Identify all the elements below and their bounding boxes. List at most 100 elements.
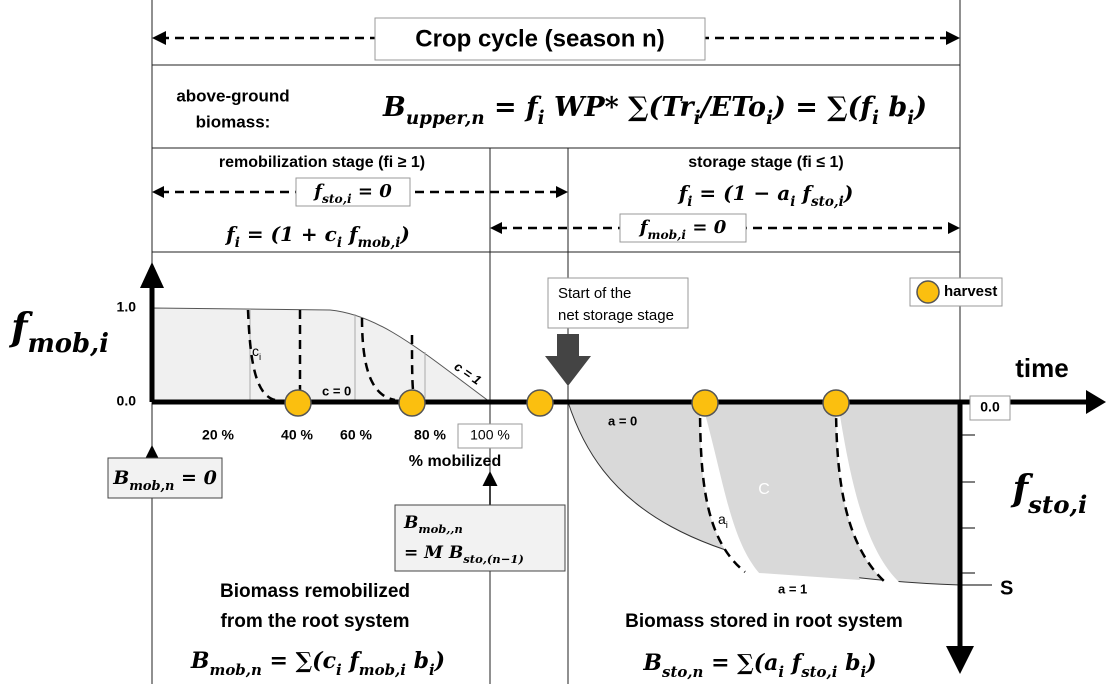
percent-box: [457, 423, 523, 449]
formula-part: = 0: [686, 217, 727, 238]
biomass-label: biomass:: [196, 112, 271, 131]
formula-part: B: [190, 648, 210, 674]
tick-label: 0.0: [980, 399, 1000, 415]
biomass-label: above-ground: [176, 86, 289, 105]
percent-tick: 60 %: [340, 427, 372, 443]
subscript: i: [790, 194, 795, 210]
subscript: mob,i: [358, 235, 401, 251]
caption: Biomass remobilized: [220, 581, 410, 602]
formula-part: B: [382, 92, 406, 123]
frame: [151, 0, 961, 684]
formula-part: B: [642, 650, 662, 676]
sto-gap: [700, 403, 760, 574]
subscript: i: [235, 235, 240, 251]
callout: Start of the: [558, 285, 631, 302]
formula-part: b: [837, 650, 860, 676]
condition-box: [295, 177, 411, 207]
arrowhead: [140, 262, 164, 288]
subscript: sto,i: [1027, 490, 1087, 519]
title-box: [374, 17, 706, 61]
condition-box: [619, 213, 747, 243]
tick-label: 0.0: [117, 393, 137, 409]
percent-tick: 20 %: [202, 427, 234, 443]
subscript: sto,i: [322, 192, 352, 206]
zero-box: [969, 395, 1011, 421]
formula-part: ): [434, 648, 445, 674]
formula-part: B: [112, 467, 129, 489]
subscript: i: [860, 663, 866, 681]
percent-tick: 40 %: [281, 427, 313, 443]
percent-tick: 80 %: [414, 427, 446, 443]
formula-part: a: [718, 511, 726, 527]
curve-label: a = 1: [778, 581, 807, 596]
stage-title: storage stage (fi ≤ 1): [688, 154, 843, 171]
formula-part: ): [865, 650, 876, 676]
sto-gap: [700, 403, 860, 580]
fsto-label: fsto,i: [1010, 468, 1088, 519]
bmob-formula: = M Bsto,(n−1): [404, 543, 524, 567]
bmob-formula: Bmob,,n: [403, 513, 463, 537]
subscript: i: [872, 108, 879, 129]
percent-tick: 100 %: [470, 427, 510, 443]
formula-part: = M B: [404, 543, 463, 563]
fsto-ticks: [960, 434, 992, 586]
stage-title: remobilization stage (fi ≥ 1): [219, 154, 425, 171]
subscript: mob,i: [359, 661, 406, 679]
formula-part: = ∑(c: [262, 648, 337, 674]
formula-part: = (1 − a: [692, 181, 790, 205]
formula-part: f: [224, 222, 238, 246]
caption: from the root system: [221, 611, 410, 632]
subscript: sto,i: [811, 194, 844, 210]
formula-part: f: [795, 181, 814, 205]
subscript: i: [336, 661, 342, 679]
arrowhead: [1086, 390, 1106, 414]
subscript: i: [766, 108, 773, 129]
arrowhead: [946, 646, 974, 674]
curve-label: ai: [718, 511, 728, 531]
formula: Bupper,n = fi WP* ∑(Tri/EToi) = ∑(fi bi): [382, 92, 927, 129]
formula-part: = ∑(a: [703, 650, 778, 676]
subscript: mob,,n: [418, 522, 462, 536]
harvest-markers: [284, 389, 850, 417]
formula-part: ): [843, 181, 853, 205]
subscript: i: [429, 661, 435, 679]
subscript: sto,n: [662, 663, 703, 681]
subscript: sto,i: [801, 663, 838, 681]
formula-part: = f: [485, 92, 542, 123]
tick-label: 1.0: [117, 299, 137, 315]
subscript: mob,i: [648, 228, 687, 242]
subscript: mob,n: [129, 479, 174, 494]
formula-part: WP* ∑(Tr: [545, 92, 696, 123]
subscript: i: [694, 108, 701, 129]
formula-part: = 0: [174, 467, 216, 489]
curve-label: ci: [252, 343, 261, 363]
subscript: i: [687, 194, 692, 210]
mob-area: [151, 307, 492, 403]
formula-part: ): [912, 92, 927, 123]
formula-part: /ETo: [698, 92, 766, 123]
subscript: i: [778, 663, 784, 681]
s-label: S: [1000, 577, 1013, 599]
formula: Bsto,n = ∑(ai fsto,i bi): [642, 650, 876, 681]
subscript: sto,(n−1): [463, 552, 524, 566]
formula-part: ) = ∑(f: [771, 92, 876, 123]
bmob-box: [394, 504, 566, 572]
formula-part: = (1 + c: [240, 222, 337, 246]
subscript: mob,n: [210, 661, 262, 679]
formula-part: = 0: [352, 181, 393, 202]
fmob-label: fmob,i: [8, 304, 109, 360]
sto-gap: [836, 403, 900, 583]
time-label: time: [1015, 353, 1068, 383]
formula-part: f: [784, 650, 805, 676]
bmob-formula: Bmob,n = 0: [112, 467, 217, 494]
formula-part: b: [406, 648, 429, 674]
formula-part: ): [399, 222, 409, 246]
callout-box: [547, 277, 689, 329]
formula-part: f: [342, 648, 363, 674]
curve-label: c = 0: [322, 383, 351, 398]
curve-label: a = 0: [608, 413, 637, 428]
formula: fi = (1 + ci fmob,i): [224, 222, 410, 251]
subscript: i: [259, 352, 261, 363]
formula: fi = (1 − ai fsto,i): [677, 181, 854, 210]
bmob-box: [107, 457, 223, 499]
